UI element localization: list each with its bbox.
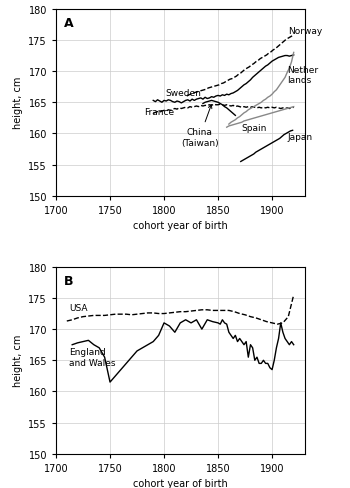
- X-axis label: cohort year of birth: cohort year of birth: [133, 478, 228, 488]
- Text: Japan: Japan: [287, 133, 312, 142]
- Text: USA: USA: [69, 303, 88, 312]
- Text: Norway: Norway: [288, 27, 323, 36]
- Text: B: B: [63, 275, 73, 288]
- Y-axis label: height, cm: height, cm: [13, 77, 23, 129]
- Text: Sweden: Sweden: [165, 89, 201, 98]
- Text: A: A: [63, 17, 73, 30]
- Text: England
and Wales: England and Wales: [69, 348, 116, 367]
- Text: France: France: [145, 108, 175, 117]
- Text: China
(Taiwan): China (Taiwan): [181, 105, 218, 147]
- Text: Nether
lands: Nether lands: [287, 65, 318, 85]
- X-axis label: cohort year of birth: cohort year of birth: [133, 221, 228, 231]
- Text: Spain: Spain: [242, 123, 267, 132]
- Y-axis label: height, cm: height, cm: [13, 334, 23, 386]
